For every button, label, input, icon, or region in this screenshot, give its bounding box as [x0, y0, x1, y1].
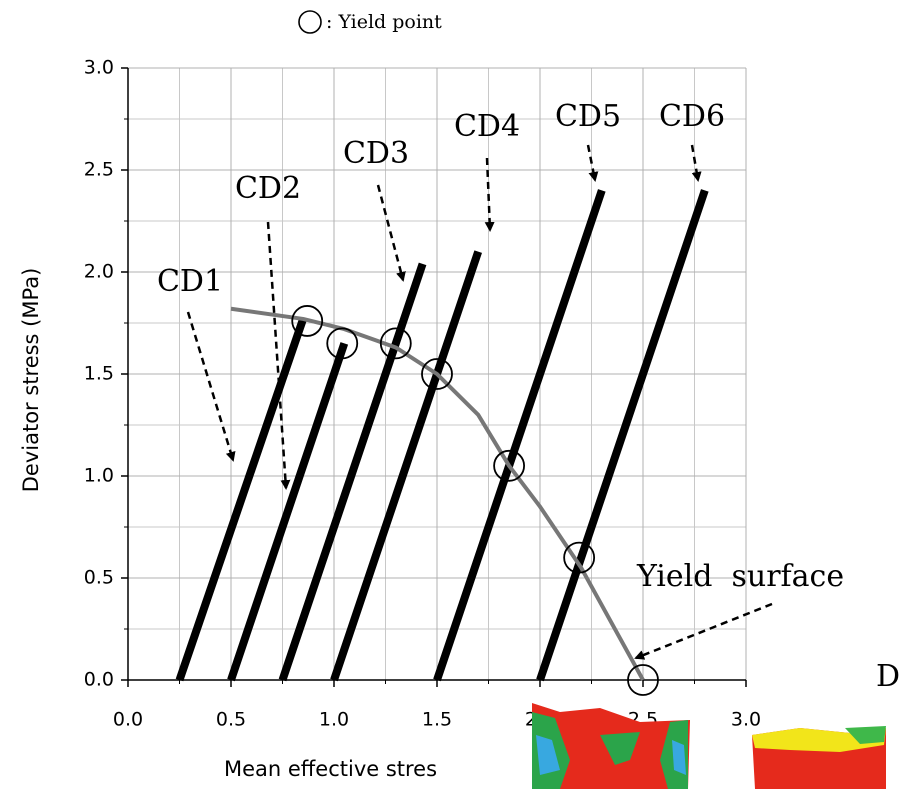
series-label: CD4	[454, 109, 520, 144]
contour-patch	[845, 726, 886, 744]
side-label: D	[876, 659, 900, 694]
stress-path	[536, 189, 709, 682]
y-tick-label: 0.5	[84, 567, 114, 589]
contour-patch	[672, 740, 686, 775]
x-axis-label: Mean effective stres	[224, 757, 437, 781]
stress-path	[227, 342, 349, 682]
x-tick-label: 3.0	[731, 709, 761, 731]
y-tick-label: 1.0	[84, 465, 114, 487]
annotation-arrow	[634, 602, 773, 660]
yield-point	[379, 327, 412, 360]
y-tick-label: 1.5	[84, 363, 114, 385]
series-label: CD5	[555, 99, 621, 134]
contour-images	[532, 703, 886, 789]
yield-surface-label: Yield surface	[636, 559, 844, 594]
stress-path	[175, 317, 307, 682]
yield-point	[421, 358, 453, 390]
yield-point	[291, 305, 324, 337]
yield-point	[326, 327, 359, 360]
legend-marker	[298, 10, 322, 34]
y-tick-label: 2.0	[84, 261, 114, 283]
series-label: CD6	[659, 99, 725, 134]
yield-point	[563, 541, 596, 574]
y-tick-label: 3.0	[84, 57, 114, 79]
yield-surface	[230, 306, 645, 681]
yield-point	[627, 664, 659, 696]
x-tick-label: 0.0	[113, 709, 143, 731]
annotation-arrow	[186, 311, 236, 462]
contour-patch	[536, 735, 560, 775]
y-axis-label: Deviator stress (MPa)	[19, 268, 43, 493]
series-label: CD3	[343, 136, 409, 171]
legend-label: : Yield point	[326, 11, 442, 33]
annotation-arrow	[484, 157, 495, 232]
stress-path	[330, 250, 482, 682]
annotation-arrow	[690, 144, 702, 182]
yield-point	[493, 449, 526, 482]
plot: 0.00.51.01.52.02.53.00.00.51.01.52.02.53…	[84, 57, 761, 731]
series-label: CD2	[235, 171, 301, 206]
x-tick-label: 1.0	[319, 709, 349, 731]
y-tick-label: 2.5	[84, 159, 114, 181]
contour-patch	[600, 732, 640, 765]
x-tick-label: 0.5	[216, 709, 246, 731]
y-tick-label: 0.0	[84, 669, 114, 691]
series-label: CD1	[157, 264, 223, 299]
annotation-arrow	[266, 221, 291, 490]
x-tick-label: 1.5	[422, 709, 452, 731]
annotation-arrow	[586, 144, 599, 182]
stress-path	[278, 262, 427, 682]
stress-path	[433, 189, 606, 682]
annotation-arrow	[376, 184, 406, 282]
